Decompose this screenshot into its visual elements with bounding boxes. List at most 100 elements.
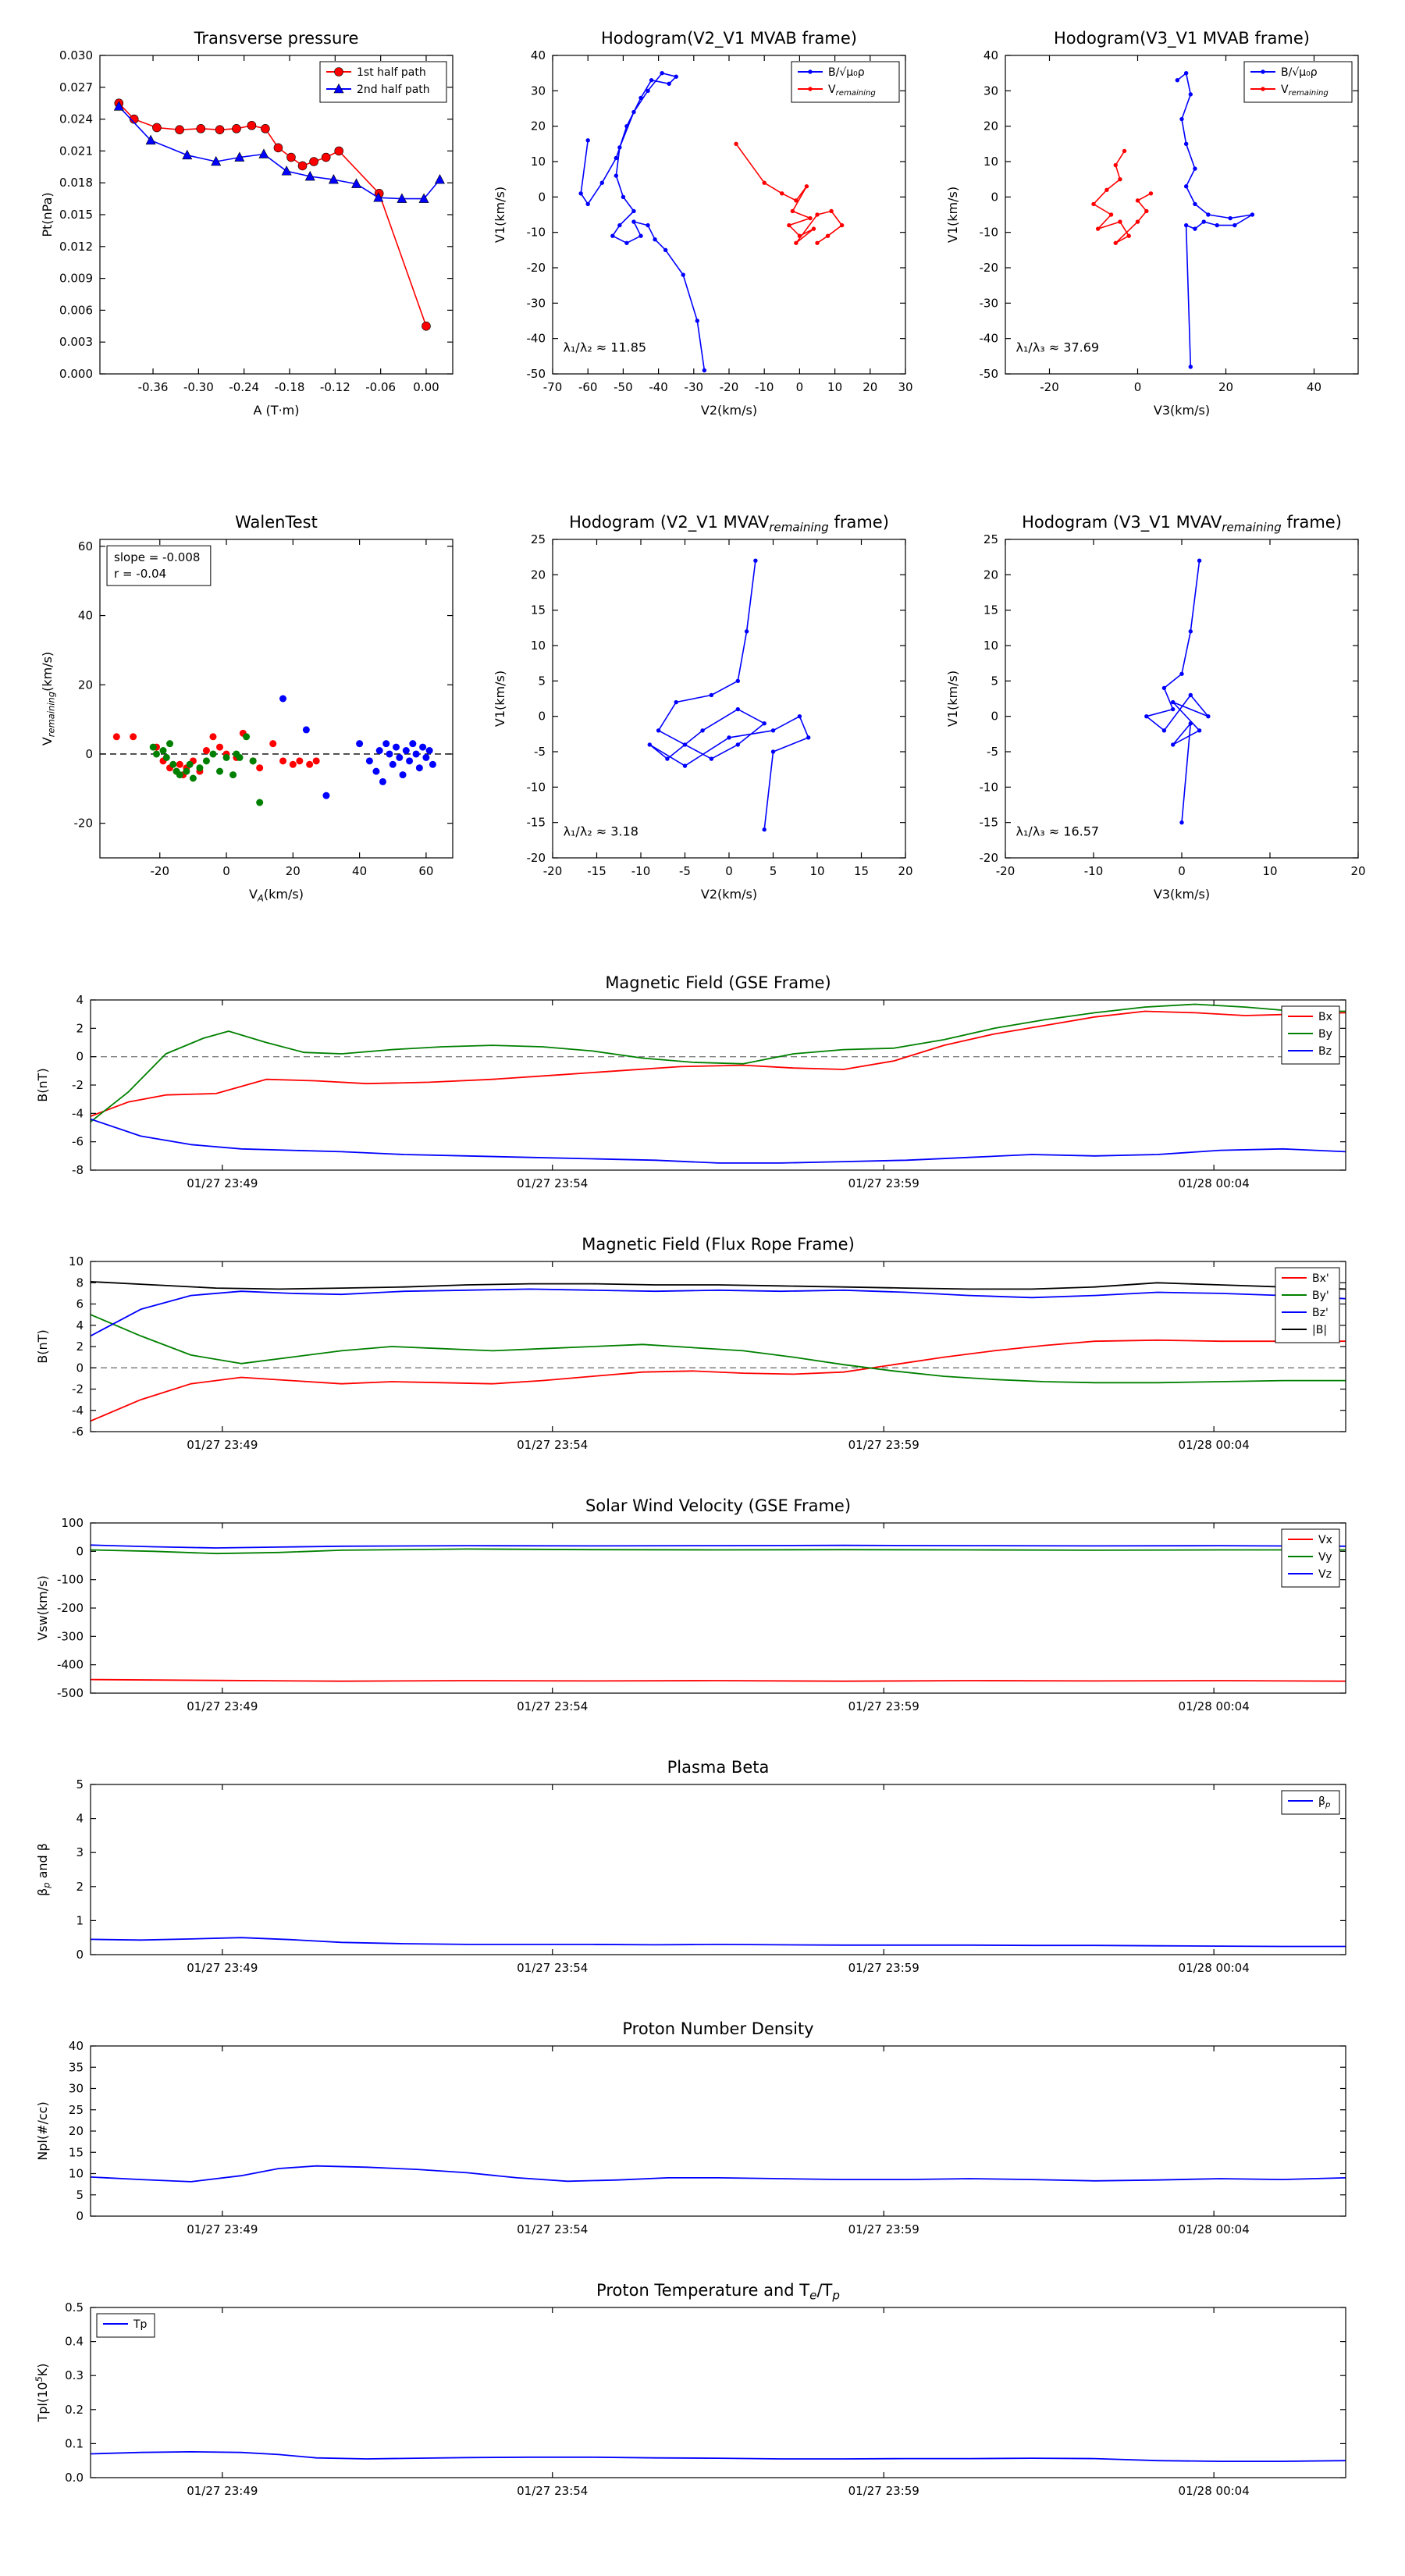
svg-text:|B|: |B|	[1312, 1324, 1327, 1336]
svg-text:5: 5	[538, 674, 546, 688]
svg-text:-4: -4	[72, 1404, 84, 1418]
svg-text:-30: -30	[685, 380, 704, 394]
svg-text:01/27 23:59: 01/27 23:59	[848, 1438, 919, 1452]
svg-text:Hodogram(V2_V1 MVAB frame): Hodogram(V2_V1 MVAB frame)	[601, 29, 857, 48]
svg-text:2: 2	[76, 1880, 84, 1894]
svg-text:5: 5	[76, 2188, 84, 2202]
svg-text:20: 20	[78, 678, 93, 692]
svg-text:2: 2	[76, 1021, 84, 1035]
chart-proton-temperature: 01/27 23:49 01/27 23:54 01/27 23:59 01/28 0…	[31, 2279, 1374, 2517]
svg-text:0.000: 0.000	[59, 367, 93, 381]
svg-text:-50: -50	[527, 367, 546, 381]
svg-text:20: 20	[531, 568, 546, 582]
magnetic-field-flux-rope-plot: 01/27 23:49 01/27 23:54 01/27 23:59 01/28 0…	[35, 1235, 1346, 1452]
svg-text:-20: -20	[527, 261, 546, 275]
svg-text:-100: -100	[57, 1573, 84, 1587]
svg-text:B(nT): B(nT)	[35, 1329, 50, 1363]
chart-plasma-beta: 01/27 23:49 01/27 23:54 01/27 23:59 01/28 0…	[31, 1756, 1374, 1994]
svg-text:01/28 00:04: 01/28 00:04	[1179, 1961, 1250, 1975]
svg-text:10: 10	[531, 639, 546, 653]
hodogram-v3v1-mvav-plot: -20 -10 0 10 20 -20 -15 -10 -5 0 5 10 15 20 25 Hodogram…	[945, 513, 1366, 902]
svg-text:2nd half path: 2nd half path	[357, 84, 430, 96]
svg-text:25: 25	[69, 2103, 84, 2117]
svg-text:15: 15	[984, 603, 998, 617]
svg-text:0.00: 0.00	[413, 380, 439, 394]
svg-text:01/27 23:54: 01/27 23:54	[517, 1438, 588, 1452]
svg-text:15: 15	[531, 603, 546, 617]
svg-text:VA(km/s): VA(km/s)	[249, 887, 304, 904]
svg-text:3: 3	[76, 1845, 84, 1859]
svg-text:0.2: 0.2	[65, 2403, 84, 2417]
svg-text:4: 4	[76, 1318, 84, 1332]
svg-text:Vremaining: Vremaining	[1281, 84, 1329, 98]
svg-text:-10: -10	[755, 380, 774, 394]
svg-text:25: 25	[531, 532, 546, 546]
chart-transverse-pressure: -0.36 -0.30 -0.24 -0.18 -0.12 -0.06 0.00 0.000 0…	[31, 20, 468, 429]
svg-text:1st half path: 1st half path	[357, 66, 426, 79]
svg-text:B/√μ₀ρ: B/√μ₀ρ	[828, 66, 865, 79]
chart-proton-number-density: 01/27 23:49 01/27 23:54 01/27 23:59 01/28 0…	[31, 2018, 1374, 2255]
svg-text:10: 10	[69, 2167, 84, 2181]
svg-text:0.027: 0.027	[59, 80, 93, 94]
svg-text:0: 0	[76, 1948, 84, 1962]
svg-text:-200: -200	[57, 1601, 84, 1615]
svg-text:01/27 23:54: 01/27 23:54	[517, 1961, 588, 1975]
svg-text:60: 60	[418, 864, 433, 878]
svg-text:-20: -20	[543, 864, 563, 878]
svg-text:-20: -20	[151, 864, 170, 878]
svg-text:10: 10	[809, 864, 824, 878]
svg-text:40: 40	[984, 48, 998, 62]
svg-text:20: 20	[531, 119, 546, 133]
walen-test-plot: -20 0 20 40 60 -20 0 20 40 60 WalenTest VA(km/s) Vre…	[40, 513, 454, 904]
svg-text:Proton Number Density: Proton Number Density	[622, 2019, 813, 2038]
svg-text:A (T·m): A (T·m)	[254, 403, 300, 418]
svg-text:B(nT): B(nT)	[35, 1068, 50, 1101]
svg-text:2: 2	[76, 1340, 84, 1354]
svg-text:01/28 00:04: 01/28 00:04	[1179, 1438, 1250, 1452]
svg-text:0: 0	[538, 710, 546, 724]
svg-text:-70: -70	[543, 380, 563, 394]
svg-text:-0.18: -0.18	[275, 380, 305, 394]
hodogram-v2v1-mvav-plot: -20 -15 -10 -5 0 5 10 15 20 -20 -15 -10 -5 0 5 10 15 20 25…	[493, 513, 913, 902]
svg-text:-30: -30	[527, 296, 546, 310]
svg-text:βp: βp	[1318, 1795, 1330, 1809]
svg-text:Vsw(km/s): Vsw(km/s)	[35, 1575, 50, 1640]
svg-text:30: 30	[898, 380, 912, 394]
svg-text:Bz': Bz'	[1312, 1307, 1329, 1319]
svg-text:λ₁/λ₂ ≈ 11.85: λ₁/λ₂ ≈ 11.85	[564, 340, 647, 354]
svg-text:V1(km/s): V1(km/s)	[945, 671, 960, 727]
svg-text:40: 40	[352, 864, 367, 878]
svg-text:0: 0	[1178, 864, 1186, 878]
svg-text:-0.06: -0.06	[365, 380, 396, 394]
chart-magnetic-field-gse: 01/27 23:49 01/27 23:54 01/27 23:59 01/28 0…	[31, 972, 1374, 1209]
svg-text:V2(km/s): V2(km/s)	[701, 887, 757, 902]
svg-text:15: 15	[69, 2145, 84, 2159]
svg-text:0: 0	[796, 380, 804, 394]
svg-text:-10: -10	[527, 226, 546, 240]
svg-text:25: 25	[984, 532, 998, 546]
svg-text:-20: -20	[980, 261, 999, 275]
svg-text:30: 30	[69, 2082, 84, 2096]
svg-text:30: 30	[984, 84, 998, 98]
svg-text:01/28 00:04: 01/28 00:04	[1179, 1176, 1250, 1190]
svg-text:0: 0	[1134, 380, 1142, 394]
svg-text:0: 0	[85, 747, 93, 761]
svg-text:V1(km/s): V1(km/s)	[493, 671, 507, 727]
svg-text:60: 60	[78, 539, 93, 553]
svg-text:5: 5	[991, 674, 998, 688]
svg-text:0: 0	[76, 1544, 84, 1558]
svg-text:0: 0	[76, 1361, 84, 1375]
svg-text:-500: -500	[57, 1686, 84, 1700]
svg-text:01/27 23:59: 01/27 23:59	[848, 1699, 919, 1713]
chart-hodogram-v3v1-mvab: -20 0 20 40 -50 -40 -30 -20 -10 0 10 20 30 40 Hodogram…	[937, 20, 1374, 429]
svg-text:-10: -10	[527, 780, 546, 794]
svg-text:01/27 23:49: 01/27 23:49	[187, 1438, 258, 1452]
svg-text:20: 20	[69, 2124, 84, 2138]
magnetic-field-gse-plot: 01/27 23:49 01/27 23:54 01/27 23:59 01/28 0…	[35, 973, 1346, 1190]
svg-text:-15: -15	[527, 816, 546, 830]
svg-text:0: 0	[76, 2209, 84, 2223]
chart-magnetic-field-flux-rope: 01/27 23:49 01/27 23:54 01/27 23:59 01/28 0…	[31, 1233, 1374, 1471]
svg-text:20: 20	[863, 380, 877, 394]
svg-text:30: 30	[531, 84, 546, 98]
